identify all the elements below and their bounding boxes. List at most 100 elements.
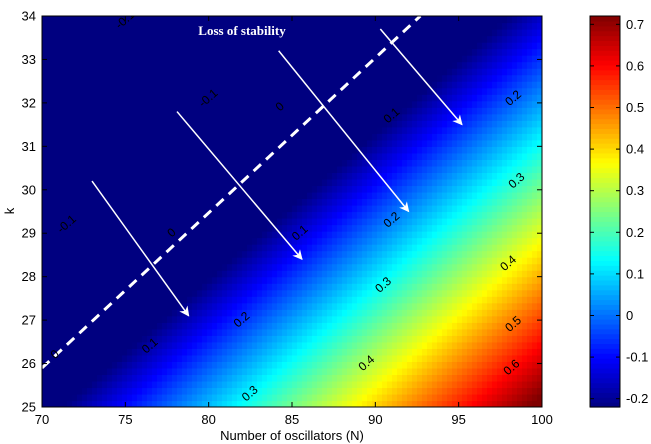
heatmap-cell	[147, 146, 153, 154]
heatmap-cell	[82, 61, 88, 69]
heatmap-cell	[47, 152, 53, 160]
heatmap-cell	[202, 400, 208, 407]
heatmap-cell	[252, 185, 258, 193]
heatmap-cell	[277, 146, 283, 154]
heatmap-cell	[237, 354, 243, 362]
heatmap-cell	[387, 289, 393, 297]
heatmap-cell	[167, 224, 173, 232]
heatmap-cell	[357, 387, 363, 395]
heatmap-cell	[122, 29, 128, 37]
heatmap-cell	[172, 244, 178, 252]
heatmap-cell	[197, 257, 203, 265]
heatmap-cell	[322, 87, 328, 95]
heatmap-cell	[272, 341, 278, 349]
heatmap-cell	[67, 48, 73, 56]
heatmap-cell	[352, 348, 358, 356]
heatmap-cell	[442, 126, 448, 134]
heatmap-cell	[317, 74, 323, 82]
heatmap-cell	[442, 113, 448, 121]
heatmap-cell	[212, 289, 218, 297]
heatmap-cell	[97, 61, 103, 69]
heatmap-cell	[292, 380, 298, 389]
heatmap-cell	[402, 309, 408, 317]
heatmap-cell	[362, 289, 368, 297]
heatmap-cell	[417, 74, 423, 82]
heatmap-cell	[97, 211, 103, 219]
heatmap-cell	[82, 289, 88, 297]
heatmap-cell	[397, 120, 403, 128]
heatmap-cell	[457, 400, 463, 407]
heatmap-cell	[172, 257, 178, 265]
heatmap-cell	[247, 231, 253, 239]
heatmap-cell	[72, 367, 78, 376]
heatmap-cell	[187, 120, 193, 128]
heatmap-cell	[137, 354, 143, 362]
heatmap-cell	[302, 87, 308, 95]
heatmap-cell	[297, 348, 303, 356]
heatmap-cell	[177, 191, 183, 200]
heatmap-cell	[202, 81, 208, 89]
heatmap-cell	[212, 387, 218, 395]
heatmap-cell	[382, 159, 388, 167]
heatmap-cell	[342, 178, 348, 187]
heatmap-cell	[232, 341, 238, 349]
heatmap-cell	[242, 113, 248, 121]
heatmap-cell	[62, 302, 68, 310]
heatmap-cell	[142, 315, 148, 323]
heatmap-cell	[87, 94, 93, 102]
heatmap-cell	[432, 315, 438, 323]
heatmap-cell	[392, 165, 398, 173]
heatmap-cell	[192, 159, 198, 167]
heatmap-cell	[262, 257, 268, 265]
heatmap-cell	[62, 387, 68, 395]
heatmap-cell	[87, 16, 93, 24]
heatmap-cell	[302, 152, 308, 160]
heatmap-cell	[162, 374, 168, 382]
heatmap-cell	[407, 289, 413, 297]
heatmap-cell	[97, 309, 103, 317]
heatmap-cell	[367, 257, 373, 265]
heatmap-cell	[167, 133, 173, 141]
heatmap-cell	[152, 55, 158, 63]
heatmap-cell	[407, 185, 413, 193]
heatmap-cell	[332, 231, 338, 239]
heatmap-cell	[352, 87, 358, 95]
heatmap-cell	[67, 218, 73, 226]
heatmap-cell	[327, 224, 333, 232]
heatmap-cell	[442, 218, 448, 226]
heatmap-cell	[97, 328, 103, 336]
heatmap-cell	[417, 400, 423, 407]
heatmap-cell	[52, 211, 58, 219]
heatmap-cell	[282, 22, 288, 30]
heatmap-cell	[312, 191, 318, 200]
heatmap-cell	[322, 159, 328, 167]
heatmap-cell	[192, 198, 198, 206]
heatmap-cell	[192, 185, 198, 193]
heatmap-cell	[307, 322, 313, 330]
heatmap-cell	[127, 100, 133, 108]
heatmap-cell	[147, 48, 153, 56]
heatmap-cell	[412, 380, 418, 389]
heatmap-cell	[222, 237, 228, 245]
heatmap-cell	[302, 94, 308, 102]
heatmap-cell	[97, 133, 103, 141]
heatmap-cell	[137, 257, 143, 265]
heatmap-cell	[282, 250, 288, 258]
heatmap-cell	[362, 218, 368, 226]
heatmap-cell	[417, 198, 423, 206]
heatmap-cell	[132, 22, 138, 30]
heatmap-cell	[247, 367, 253, 376]
heatmap-cell	[157, 231, 163, 239]
heatmap-cell	[267, 224, 273, 232]
heatmap-cell	[112, 16, 118, 24]
heatmap-cell	[127, 387, 133, 395]
heatmap-cell	[107, 204, 113, 213]
heatmap-cell	[252, 218, 258, 226]
heatmap-cell	[97, 250, 103, 258]
heatmap-cell	[362, 159, 368, 167]
heatmap-cell	[182, 328, 188, 336]
heatmap-cell	[277, 16, 283, 24]
heatmap-cell	[242, 94, 248, 102]
heatmap-cell	[327, 283, 333, 291]
heatmap-cell	[72, 146, 78, 154]
